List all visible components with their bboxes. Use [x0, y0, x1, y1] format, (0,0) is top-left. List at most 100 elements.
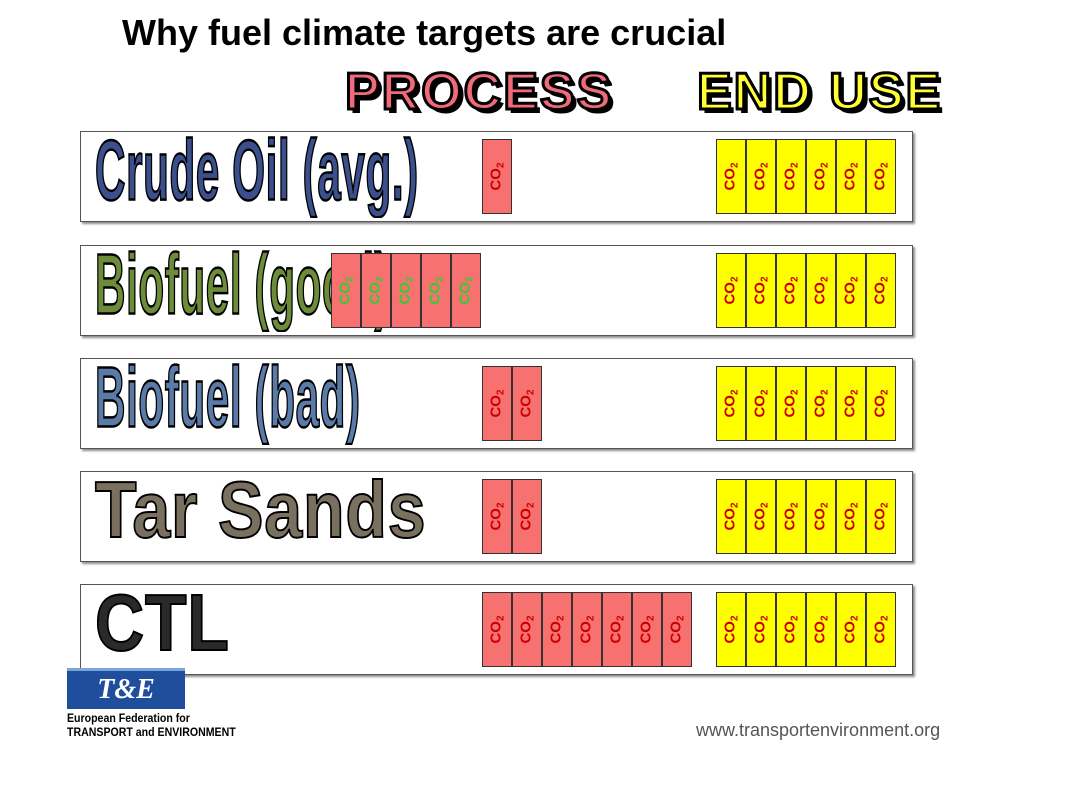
co2-label: CO2 [487, 162, 507, 191]
co2-label: CO2 [396, 276, 416, 305]
end-use-co2-box: CO2 [836, 253, 866, 328]
organization-name: European Federation for TRANSPORT and EN… [67, 712, 236, 740]
org-line-2: TRANSPORT and ENVIRONMENT [67, 727, 236, 739]
fuel-row: Biofuel (good) CO2 CO2 CO2 CO2 CO2 CO2 CO2 CO2 CO… [80, 241, 913, 336]
co2-label: CO2 [841, 615, 861, 644]
fuel-name: CTL [94, 578, 230, 667]
co2-label: CO2 [487, 502, 507, 531]
end-use-co2-box: CO2 [746, 592, 776, 667]
end-use-co2-box: CO2 [746, 366, 776, 441]
co2-label: CO2 [517, 615, 537, 644]
end-use-co2-box: CO2 [746, 139, 776, 214]
process-co2-box: CO2 [602, 592, 632, 667]
end-use-co2-box: CO2 [776, 479, 806, 554]
co2-label: CO2 [871, 502, 891, 531]
website-url: www.transportenvironment.org [696, 720, 941, 740]
co2-label: CO2 [751, 389, 771, 418]
process-co2-box: CO2 [391, 253, 421, 328]
process-co2-box: CO2 [331, 253, 361, 328]
co2-label: CO2 [456, 276, 476, 305]
logo-mark: T&E [97, 674, 155, 705]
co2-label: CO2 [487, 389, 507, 418]
end-use-co2-box: CO2 [716, 366, 746, 441]
end-use-co2-box: CO2 [866, 139, 896, 214]
process-heading: PROCESS [343, 63, 614, 121]
co2-label: CO2 [517, 502, 537, 531]
co2-label: CO2 [781, 389, 801, 418]
process-co2-box: CO2 [361, 253, 391, 328]
co2-label: CO2 [871, 615, 891, 644]
co2-label: CO2 [841, 162, 861, 191]
co2-label: CO2 [871, 389, 891, 418]
co2-label: CO2 [547, 615, 567, 644]
end-use-co2-box: CO2 [776, 139, 806, 214]
fuel-name: Tar Sands [94, 465, 427, 554]
co2-label: CO2 [751, 162, 771, 191]
co2-label: CO2 [721, 276, 741, 305]
co2-label: CO2 [426, 276, 446, 305]
co2-label: CO2 [577, 615, 597, 644]
process-co2-box: CO2 [451, 253, 481, 328]
fuel-name: Biofuel (bad) [94, 350, 361, 445]
end-use-co2-box: CO2 [866, 366, 896, 441]
end-use-co2-box: CO2 [836, 479, 866, 554]
end-use-co2-box: CO2 [836, 592, 866, 667]
end-use-co2-box: CO2 [836, 366, 866, 441]
process-co2-box: CO2 [512, 366, 542, 441]
fuel-row: Tar Sands CO2 CO2 CO2 CO2 CO2 CO2 CO2 CO2 [80, 465, 913, 562]
co2-label: CO2 [751, 615, 771, 644]
fuel-row: CTL CO2 CO2 CO2 CO2 CO2 CO2 CO2 CO2 CO2 CO2 CO2 CO2 C… [80, 578, 913, 675]
end-use-co2-box: CO2 [866, 592, 896, 667]
fuel-row: Biofuel (bad) CO2 CO2 CO2 CO2 CO2 CO2 CO2 CO2 [80, 350, 913, 449]
end-use-co2-box: CO2 [836, 139, 866, 214]
process-co2-box: CO2 [662, 592, 692, 667]
end-use-co2-box: CO2 [776, 253, 806, 328]
end-use-co2-box: CO2 [866, 479, 896, 554]
end-use-co2-box: CO2 [716, 479, 746, 554]
end-use-co2-box: CO2 [806, 253, 836, 328]
end-use-co2-box: CO2 [776, 366, 806, 441]
process-co2-box: CO2 [482, 366, 512, 441]
co2-label: CO2 [871, 276, 891, 305]
process-co2-box: CO2 [482, 479, 512, 554]
co2-label: CO2 [781, 276, 801, 305]
co2-label: CO2 [811, 502, 831, 531]
co2-label: CO2 [751, 276, 771, 305]
process-co2-box: CO2 [512, 592, 542, 667]
end-use-co2-box: CO2 [716, 253, 746, 328]
co2-label: CO2 [841, 276, 861, 305]
end-use-co2-box: CO2 [776, 592, 806, 667]
co2-label: CO2 [667, 615, 687, 644]
end-use-co2-box: CO2 [806, 139, 836, 214]
end-use-co2-box: CO2 [746, 253, 776, 328]
co2-label: CO2 [336, 276, 356, 305]
co2-label: CO2 [871, 162, 891, 191]
co2-label: CO2 [721, 162, 741, 191]
process-co2-box: CO2 [482, 592, 512, 667]
co2-label: CO2 [811, 276, 831, 305]
co2-label: CO2 [607, 615, 627, 644]
co2-label: CO2 [487, 615, 507, 644]
end-use-co2-box: CO2 [716, 139, 746, 214]
end-use-co2-box: CO2 [806, 479, 836, 554]
end-use-co2-box: CO2 [746, 479, 776, 554]
co2-label: CO2 [637, 615, 657, 644]
process-co2-box: CO2 [632, 592, 662, 667]
process-co2-box: CO2 [572, 592, 602, 667]
co2-label: CO2 [781, 162, 801, 191]
co2-label: CO2 [517, 389, 537, 418]
process-co2-box: CO2 [421, 253, 451, 328]
end-use-co2-box: CO2 [866, 253, 896, 328]
te-logo: T&E [67, 668, 185, 709]
co2-label: CO2 [751, 502, 771, 531]
co2-label: CO2 [811, 162, 831, 191]
co2-label: CO2 [781, 615, 801, 644]
co2-label: CO2 [811, 389, 831, 418]
org-line-1: European Federation for [67, 713, 190, 725]
end-use-co2-box: CO2 [806, 592, 836, 667]
end-use-co2-box: CO2 [716, 592, 746, 667]
process-co2-box: CO2 [512, 479, 542, 554]
co2-label: CO2 [721, 502, 741, 531]
fuel-name: Crude Oil (avg.) [94, 123, 419, 218]
process-co2-box: CO2 [482, 139, 512, 214]
